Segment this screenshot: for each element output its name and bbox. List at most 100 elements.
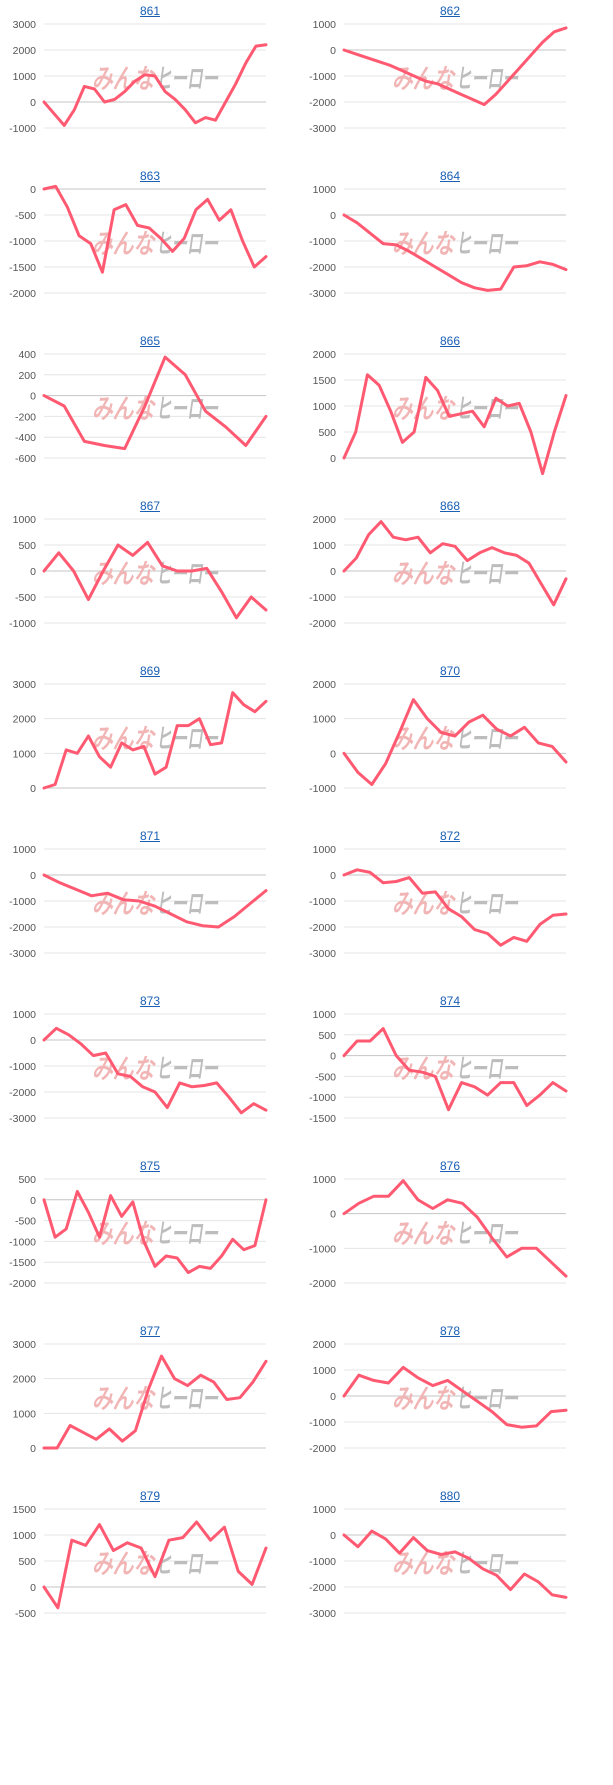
y-tick-label: 1000 bbox=[13, 514, 37, 526]
chart-title-link[interactable]: 876 bbox=[439, 1159, 461, 1173]
chart-title-link[interactable]: 868 bbox=[439, 499, 461, 513]
chart-title-link[interactable]: 879 bbox=[139, 1489, 161, 1503]
y-tick-label: 0 bbox=[330, 1530, 336, 1542]
y-tick-label: -1000 bbox=[309, 1556, 336, 1568]
series-line bbox=[342, 698, 568, 786]
y-tick-label: 1000 bbox=[313, 844, 337, 856]
chart-title-link[interactable]: 864 bbox=[439, 169, 461, 183]
y-tick-label: 3000 bbox=[13, 1339, 37, 1351]
chart-title-link[interactable]: 867 bbox=[139, 499, 161, 513]
chart-title-link[interactable]: 862 bbox=[439, 4, 461, 18]
y-tick-label: 500 bbox=[318, 1030, 336, 1042]
y-tick-label: -200 bbox=[15, 411, 36, 423]
y-tick-label: 1000 bbox=[313, 714, 337, 726]
watermark-logo-part1: みんな bbox=[92, 394, 156, 425]
y-tick-label: -1000 bbox=[309, 236, 336, 248]
y-tick-label: 3000 bbox=[13, 679, 37, 691]
series-line bbox=[342, 213, 568, 292]
chart-876: 876 1000 0 -1000 -2000 みんな ヒーロー bbox=[300, 1155, 600, 1320]
watermark-logo-part2: ヒーロー bbox=[156, 559, 219, 590]
chart-864: 864 1000 0 -1000 -2000 -3000 みんな ヒーロー bbox=[300, 165, 600, 330]
chart-title-link[interactable]: 880 bbox=[439, 1489, 461, 1503]
y-tick-label: 400 bbox=[18, 349, 36, 361]
y-tick-label: -1500 bbox=[309, 1113, 336, 1125]
watermark-logo-part1: みんな bbox=[392, 724, 456, 755]
y-tick-label: -1000 bbox=[309, 896, 336, 908]
chart-title-link[interactable]: 877 bbox=[139, 1324, 161, 1338]
chart-title-link[interactable]: 873 bbox=[139, 994, 161, 1008]
chart-title-link[interactable]: 869 bbox=[139, 664, 161, 678]
chart-title-link[interactable]: 870 bbox=[439, 664, 461, 678]
watermark-logo-part2: ヒーロー bbox=[156, 1384, 219, 1415]
chart-title-link[interactable]: 872 bbox=[439, 829, 461, 843]
chart-title-link[interactable]: 866 bbox=[439, 334, 461, 348]
watermark-logo-part2: ヒーロー bbox=[456, 1384, 519, 1415]
chart-title-link[interactable]: 878 bbox=[439, 1324, 461, 1338]
y-tick-label: -1000 bbox=[309, 1092, 336, 1104]
y-tick-label: -1500 bbox=[9, 1257, 36, 1269]
series-line bbox=[42, 873, 268, 929]
y-tick-label: 0 bbox=[330, 453, 336, 465]
series-line bbox=[42, 1190, 268, 1275]
y-tick-label: -2000 bbox=[9, 1278, 36, 1290]
y-tick-label: 1000 bbox=[313, 184, 337, 196]
watermark-logo-part2: ヒーロー bbox=[456, 724, 519, 755]
y-tick-label: 0 bbox=[30, 184, 36, 196]
y-tick-label: -2000 bbox=[9, 922, 36, 934]
y-tick-label: 200 bbox=[18, 370, 36, 382]
watermark-logo-part1: みんな bbox=[392, 1219, 456, 1250]
series-line bbox=[42, 43, 268, 127]
y-tick-label: 3000 bbox=[13, 19, 37, 31]
watermark-logo-part2: ヒーロー bbox=[456, 1054, 519, 1085]
y-tick-label: -1000 bbox=[9, 123, 36, 135]
line-chart: 2000 1000 0 -1000 -2000 みんな ヒーロー bbox=[309, 1339, 568, 1455]
chart-title-link[interactable]: 875 bbox=[139, 1159, 161, 1173]
y-tick-label: -3000 bbox=[309, 123, 336, 135]
y-tick-label: -2000 bbox=[309, 1278, 336, 1290]
chart-870: 870 2000 1000 0 -1000 みんな ヒーロー bbox=[300, 660, 600, 825]
chart-868: 868 2000 1000 0 -1000 -2000 みんな ヒーロー bbox=[300, 495, 600, 660]
series-line bbox=[342, 868, 568, 947]
series-line bbox=[42, 184, 268, 274]
y-tick-label: 0 bbox=[30, 1443, 36, 1455]
y-tick-label: 0 bbox=[330, 210, 336, 222]
y-tick-label: -2000 bbox=[309, 1443, 336, 1455]
y-tick-label: -1000 bbox=[309, 71, 336, 83]
y-tick-label: -1500 bbox=[9, 262, 36, 274]
chart-866: 866 2000 1500 1000 500 0 みんな ヒーロー bbox=[300, 330, 600, 495]
series-line bbox=[42, 355, 268, 451]
chart-title-link[interactable]: 863 bbox=[139, 169, 161, 183]
y-tick-label: 0 bbox=[30, 566, 36, 578]
chart-title-link[interactable]: 861 bbox=[139, 4, 161, 18]
watermark-logo-part2: ヒーロー bbox=[156, 394, 219, 425]
y-tick-label: -1000 bbox=[9, 236, 36, 248]
chart-title-link[interactable]: 874 bbox=[439, 994, 461, 1008]
y-tick-label: 0 bbox=[30, 1035, 36, 1047]
y-tick-label: -2000 bbox=[9, 288, 36, 300]
y-tick-label: 1000 bbox=[313, 1009, 337, 1021]
chart-title-link[interactable]: 865 bbox=[139, 334, 161, 348]
y-tick-label: 0 bbox=[30, 97, 36, 109]
y-tick-label: -3000 bbox=[309, 948, 336, 960]
series-line bbox=[42, 1026, 268, 1115]
series-line bbox=[342, 373, 568, 476]
watermark-logo-part2: ヒーロー bbox=[456, 1549, 519, 1580]
line-chart: 1500 1000 500 0 -500 みんな ヒーロー bbox=[13, 1504, 268, 1620]
watermark-logo-part2: ヒーロー bbox=[456, 559, 519, 590]
y-tick-label: -1000 bbox=[309, 783, 336, 795]
y-tick-label: 1000 bbox=[313, 1174, 337, 1186]
y-tick-label: 1000 bbox=[13, 1530, 37, 1542]
y-tick-label: 0 bbox=[30, 391, 36, 403]
y-tick-label: -500 bbox=[315, 1071, 336, 1083]
chart-title-link[interactable]: 871 bbox=[139, 829, 161, 843]
watermark-logo-part1: みんな bbox=[92, 1549, 156, 1580]
y-tick-label: -2000 bbox=[9, 1087, 36, 1099]
y-tick-label: -500 bbox=[15, 1216, 36, 1228]
